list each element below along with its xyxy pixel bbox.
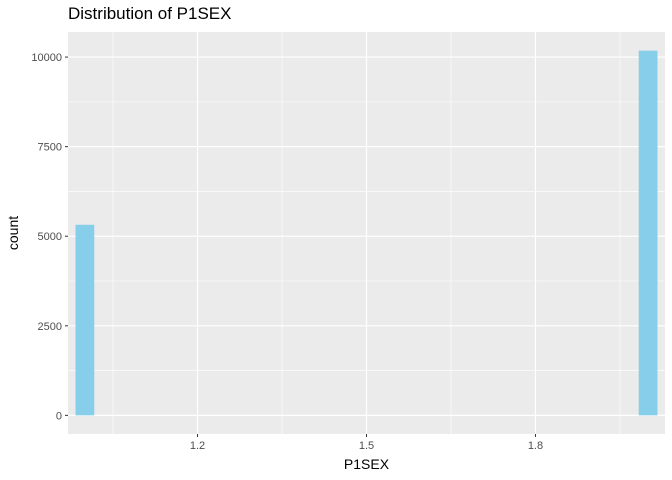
y-tick-label: 2500	[38, 321, 62, 333]
y-tick-label: 0	[56, 410, 62, 422]
chart-title: Distribution of P1SEX	[68, 4, 232, 23]
x-axis: 1.2 1.5 1.8	[190, 434, 543, 452]
histogram-bar	[75, 224, 95, 416]
x-tick-label: 1.5	[359, 440, 374, 452]
bars	[75, 50, 658, 416]
y-tick-label: 10000	[31, 52, 62, 64]
x-axis-title: P1SEX	[344, 456, 390, 472]
grid-major	[68, 32, 665, 434]
histogram-bar	[638, 50, 658, 416]
x-tick-label: 1.2	[190, 440, 205, 452]
x-tick-label: 1.8	[528, 440, 543, 452]
y-axis-title: count	[5, 216, 21, 250]
y-axis: 0 2500 5000 7500 10000	[31, 52, 68, 422]
y-tick-label: 7500	[38, 142, 62, 154]
y-tick-label: 5000	[38, 231, 62, 243]
